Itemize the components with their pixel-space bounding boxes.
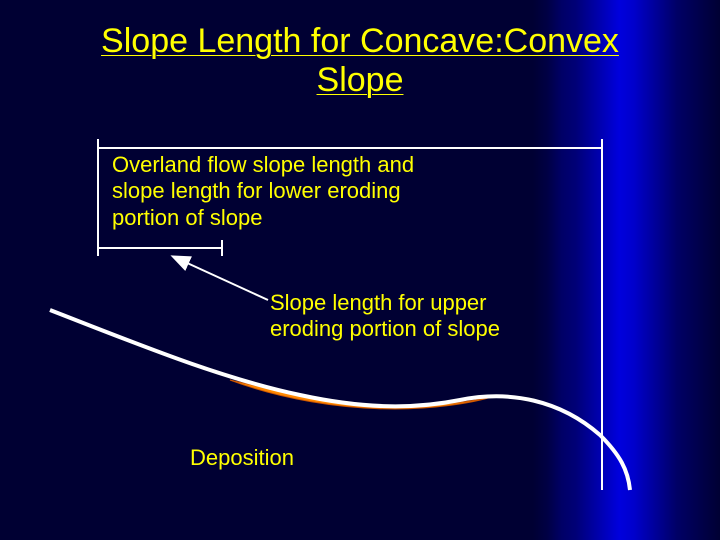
label-deposition: Deposition — [190, 445, 294, 471]
diagram-svg — [0, 0, 720, 540]
slide: Slope Length for Concave:Convex Slope — [0, 0, 720, 540]
label-upper: Slope length for upper eroding portion o… — [270, 290, 530, 343]
callout-arrow — [185, 262, 268, 300]
measure-mid — [98, 240, 222, 256]
label-overland: Overland flow slope length and slope len… — [112, 152, 472, 231]
